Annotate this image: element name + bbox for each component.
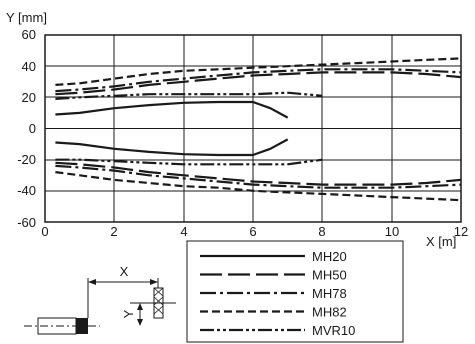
- x-tick-6: 6: [249, 224, 256, 239]
- x-tick-4: 4: [180, 224, 187, 239]
- x-dimension-arrow-left: [88, 279, 96, 285]
- series-layer: [55, 57, 462, 202]
- plot-grid: [45, 35, 461, 222]
- plot-frame: [44, 34, 462, 223]
- x-axis-title: X [m]: [426, 234, 456, 249]
- y-tick-neg40: -40: [17, 183, 36, 198]
- series-mvr10-upper-line: [55, 91, 323, 100]
- series-mh78-upper-line: [55, 68, 462, 93]
- y-tick-40: 40: [22, 59, 36, 74]
- y-dimension-arrow-bottom: [137, 319, 143, 326]
- legend-label-mh50: MH50: [312, 268, 347, 283]
- x-tick-10: 10: [385, 224, 399, 239]
- y-dimension-label: Y: [121, 309, 136, 318]
- y-tick-neg20: -20: [17, 152, 36, 167]
- legend-box: [186, 240, 404, 343]
- y-axis-title: Y [mm]: [6, 10, 47, 25]
- series-mh20-lower-line: [55, 138, 289, 157]
- series-mvr10-lower-line: [55, 158, 323, 166]
- legend-label-mvr10: MVR10: [312, 323, 355, 338]
- series-mh82-lower-line: [55, 171, 462, 202]
- x-dimension-label: X: [120, 264, 129, 279]
- y-tick-20: 20: [22, 90, 36, 105]
- x-tick-12: 12: [454, 224, 468, 239]
- series-mh50-upper-line: [55, 71, 462, 96]
- x-tick-0: 0: [41, 224, 48, 239]
- sensor-head: [76, 318, 88, 334]
- series-mh82-upper-line: [55, 57, 462, 86]
- series-mh50-lower-line: [55, 161, 462, 186]
- series-mh78-lower-line: [55, 164, 462, 189]
- x-tick-8: 8: [318, 224, 325, 239]
- y-dimension-arrow-top: [137, 303, 143, 310]
- series-mh20-upper-line: [55, 100, 289, 119]
- x-tick-2: 2: [110, 224, 117, 239]
- y-tick-neg60: -60: [17, 215, 36, 230]
- sensor-diagram: X Y: [24, 264, 176, 335]
- legend-label-mh78: MH78: [312, 286, 347, 301]
- x-dimension-arrow-right: [150, 279, 158, 285]
- y-tick-60: 60: [22, 27, 36, 42]
- legend-label-mh20: MH20: [312, 249, 347, 264]
- y-tick-0: 0: [29, 121, 36, 136]
- legend-label-mh82: MH82: [312, 305, 347, 320]
- legend: MH20 MH50 MH78 MH82 MVR10: [200, 249, 355, 338]
